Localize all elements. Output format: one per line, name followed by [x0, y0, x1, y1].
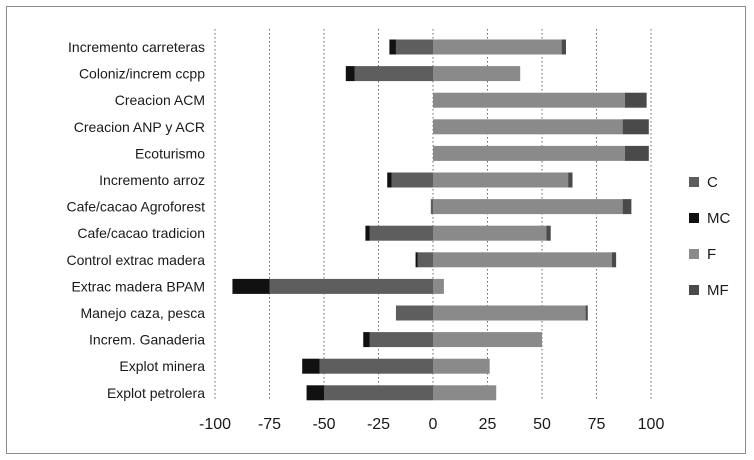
bar-chart: Incremento carreteras Coloniz/increm ccpp…: [66, 29, 730, 433]
bar-mc-0: [389, 39, 396, 55]
category-label-4: Ecoturismo: [135, 145, 205, 161]
bar-f-2: [433, 92, 625, 108]
x-tick-label-0: -100: [199, 416, 231, 433]
bar-mf-0: [561, 39, 566, 55]
bar-mc-9: [232, 278, 270, 294]
legend-swatch-mc: [689, 213, 699, 223]
legend-swatch-f: [689, 249, 699, 259]
x-tick-label-2: -50: [312, 416, 335, 433]
category-label-12: Explot minera: [119, 358, 205, 374]
bar-mc-11: [363, 332, 370, 348]
bar-c-11: [369, 332, 433, 348]
category-label-7: Cafe/cacao tradicion: [77, 225, 205, 241]
bar-f-12: [433, 358, 490, 374]
category-label-5: Incremento arroz: [99, 172, 205, 188]
category-label-8: Control extrac madera: [66, 252, 205, 268]
bar-c-13: [324, 385, 433, 401]
category-label-11: Increm. Ganaderia: [89, 332, 205, 348]
chart-frame: Incremento carreteras Coloniz/increm ccpp…: [6, 6, 746, 454]
bar-mc-1: [345, 66, 355, 82]
x-tick-label-6: 50: [533, 416, 551, 433]
bar-f-7: [433, 225, 547, 241]
bar-mc-5: [387, 172, 392, 188]
bar-mf-6: [622, 199, 632, 215]
x-tick-label-4: 0: [429, 416, 438, 433]
bar-mf-10: [585, 305, 588, 321]
bar-f-9: [433, 278, 444, 294]
bar-f-11: [433, 332, 542, 348]
bar-mc-8: [415, 252, 418, 268]
bar-c-6: [430, 199, 433, 215]
category-label-3: Creacion ANP y ACR: [74, 119, 205, 135]
x-axis-tick-labels: -100 -75 -50 -25 0 25 50 75 100: [199, 416, 664, 433]
legend-label-mf: MF: [707, 282, 729, 299]
bar-c-9: [269, 278, 433, 294]
bar-mc-13: [306, 385, 324, 401]
category-label-9: Extrac madera BPAM: [71, 278, 205, 294]
category-label-13: Explot petrolera: [107, 385, 205, 401]
x-tick-label-7: 75: [588, 416, 606, 433]
bar-f-0: [433, 39, 562, 55]
bar-c-10: [395, 305, 433, 321]
bar-c-0: [395, 39, 433, 55]
bar-mf-8: [611, 252, 617, 268]
bar-mc-12: [302, 358, 320, 374]
bars: [232, 39, 649, 401]
category-label-2: Creacion ACM: [115, 92, 205, 108]
x-tick-label-5: 25: [479, 416, 497, 433]
category-label-0: Incremento carreteras: [68, 39, 205, 55]
bar-f-6: [433, 199, 623, 215]
bar-mf-2: [624, 92, 647, 108]
legend-label-c: C: [707, 174, 718, 191]
bar-f-8: [433, 252, 612, 268]
category-label-1: Coloniz/increm ccpp: [79, 66, 205, 82]
legend-swatch-mf: [689, 285, 699, 295]
bar-f-5: [433, 172, 569, 188]
bar-mf-5: [568, 172, 573, 188]
bar-mf-7: [546, 225, 551, 241]
category-labels: Incremento carreteras Coloniz/increm ccpp…: [66, 39, 205, 401]
bar-mc-7: [365, 225, 370, 241]
x-tick-label-8: 100: [638, 416, 665, 433]
bar-f-4: [433, 145, 625, 161]
bar-f-10: [433, 305, 586, 321]
legend-label-f: F: [707, 246, 716, 263]
bar-mf-4: [624, 145, 649, 161]
bar-c-12: [319, 358, 433, 374]
x-tick-label-3: -25: [367, 416, 390, 433]
bar-f-1: [433, 66, 521, 82]
x-tick-label-1: -75: [258, 416, 281, 433]
bar-c-7: [369, 225, 433, 241]
bar-f-13: [433, 385, 497, 401]
bar-mf-3: [622, 119, 649, 135]
bar-c-5: [391, 172, 433, 188]
legend: C MC F MF: [689, 174, 730, 299]
legend-label-mc: MC: [707, 210, 730, 227]
legend-swatch-c: [689, 177, 699, 187]
bar-c-8: [417, 252, 433, 268]
bar-c-1: [354, 66, 433, 82]
category-label-6: Cafe/cacao Agroforest: [66, 199, 205, 215]
category-label-10: Manejo caza, pesca: [80, 305, 205, 321]
bar-f-3: [433, 119, 623, 135]
